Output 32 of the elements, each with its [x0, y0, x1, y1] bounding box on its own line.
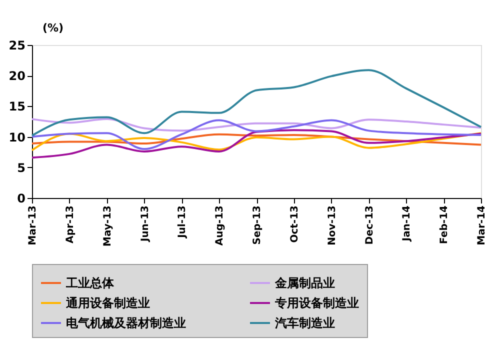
x-tick-label: Jul-13: [177, 205, 188, 239]
line-series: [31, 132, 482, 152]
legend-label: 金属制品业: [274, 276, 335, 290]
line-series: [31, 69, 482, 137]
line-series: [31, 119, 482, 150]
x-tick-label: Mar-13: [28, 205, 38, 246]
x-tick-label: Mar-14: [476, 205, 488, 246]
line-series: [31, 133, 482, 146]
y-tick-label: 20: [8, 69, 26, 84]
x-tick-label: Dec-13: [364, 205, 376, 245]
x-tick-label: Feb-14: [439, 205, 450, 244]
x-tick-label: Aug-13: [214, 205, 226, 246]
x-tick-label: Oct-13: [289, 205, 300, 243]
line-series: [31, 118, 482, 132]
x-tick-label: Jun-13: [140, 205, 151, 243]
x-tick-label: Sep-13: [252, 205, 263, 245]
legend-label: 电气机械及器材制造业: [66, 316, 186, 330]
y-tick-label: 15: [8, 100, 26, 114]
y-tick-label: 10: [8, 130, 26, 144]
line-series: [31, 129, 482, 159]
x-tick-label: Nov-13: [326, 205, 338, 246]
y-tick-label: 0: [17, 192, 26, 206]
x-tick-label: Apr-13: [64, 205, 76, 244]
legend-label: 通用设备制造业: [65, 296, 150, 310]
legend-label: 专用设备制造业: [274, 296, 359, 310]
y-tick-label: 25: [8, 38, 26, 52]
legend-label: 工业总体: [65, 276, 115, 290]
y-tick-label: 5: [17, 160, 26, 175]
y-axis-title: (%): [42, 22, 64, 34]
x-tick-label: May-13: [102, 205, 114, 246]
legend-label: 汽车制造业: [274, 316, 335, 330]
x-tick-label: Jan-14: [402, 205, 413, 242]
